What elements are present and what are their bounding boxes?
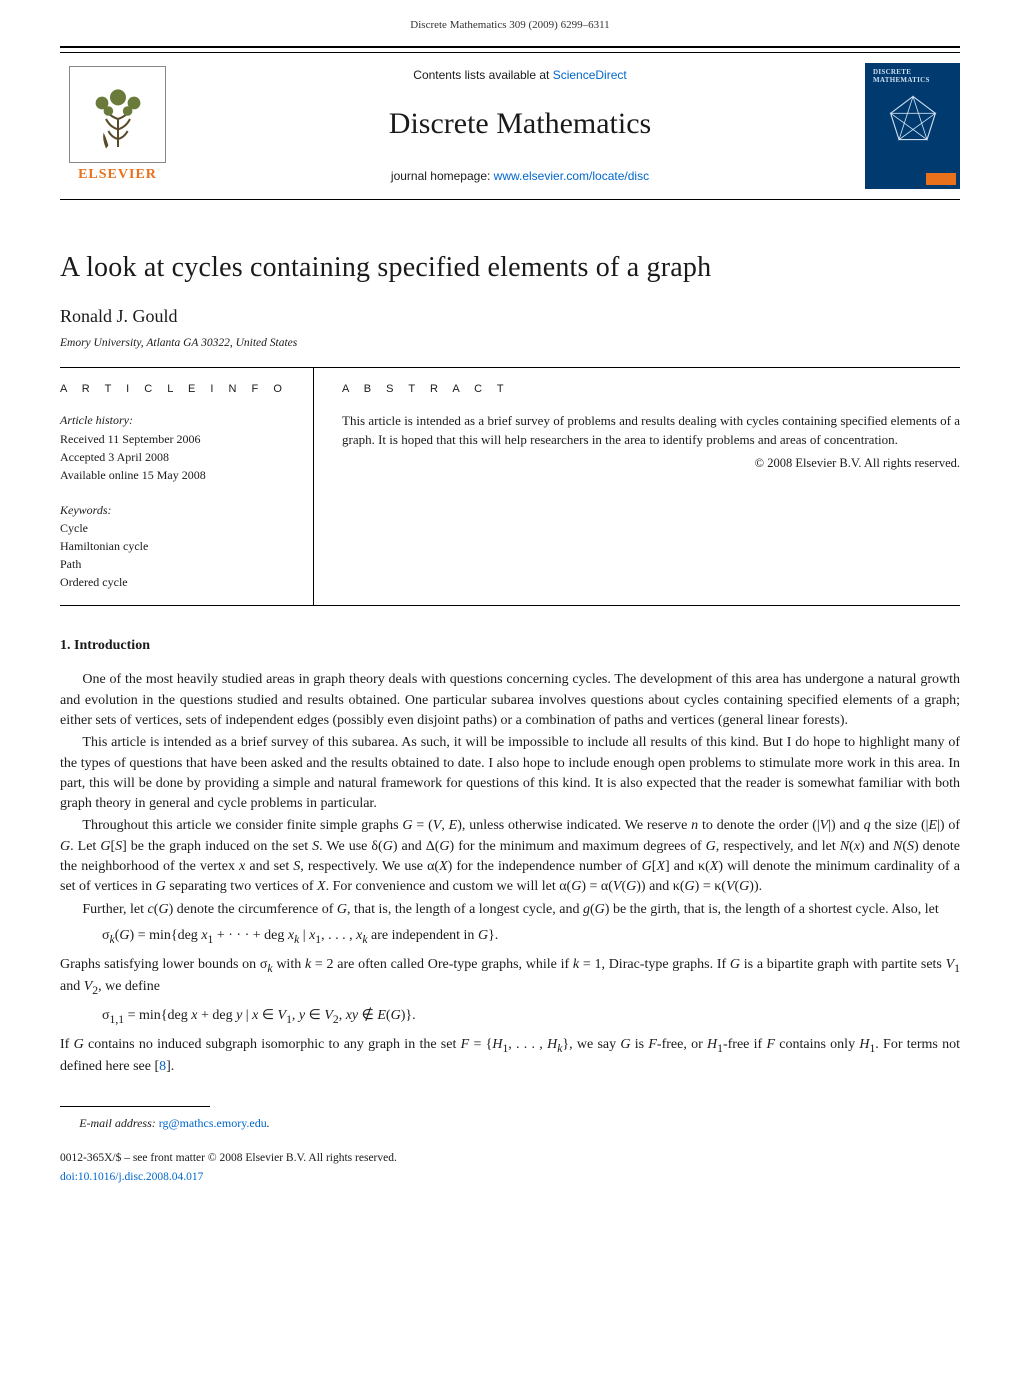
homepage-link[interactable]: www.elsevier.com/locate/disc	[494, 169, 649, 183]
pentagon-star-icon	[885, 92, 941, 148]
intro-paragraph-1: One of the most heavily studied areas in…	[60, 670, 960, 731]
legal-line: 0012-365X/$ – see front matter © 2008 El…	[60, 1150, 960, 1167]
article-info-column: A R T I C L E I N F O Article history: R…	[60, 368, 314, 605]
reference-link-8[interactable]: 8	[159, 1059, 166, 1074]
doi-link[interactable]: doi:10.1016/j.disc.2008.04.017	[60, 1171, 203, 1183]
footnote-rule	[60, 1106, 210, 1107]
homepage-line: journal homepage: www.elsevier.com/locat…	[175, 168, 865, 185]
received-date: Received 11 September 2006	[60, 430, 295, 448]
abstract-text: This article is intended as a brief surv…	[342, 412, 960, 450]
publisher-logo-block: ELSEVIER	[60, 66, 175, 185]
keyword-item: Ordered cycle	[60, 573, 295, 591]
email-label: E-mail address:	[79, 1116, 159, 1130]
cover-label: DISCRETE MATHEMATICS	[873, 69, 930, 84]
info-abstract-row: A R T I C L E I N F O Article history: R…	[60, 367, 960, 606]
email-suffix: .	[267, 1116, 270, 1130]
history-label: Article history:	[60, 412, 295, 429]
keyword-item: Cycle	[60, 519, 295, 537]
journal-title: Discrete Mathematics	[175, 102, 865, 146]
keywords-label: Keywords:	[60, 502, 295, 519]
intro-paragraph-3: Throughout this article we consider fini…	[60, 816, 960, 897]
article-info-label: A R T I C L E I N F O	[60, 382, 295, 398]
cover-label-line2: MATHEMATICS	[873, 76, 930, 84]
running-header: Discrete Mathematics 309 (2009) 6299–631…	[60, 0, 960, 46]
sciencedirect-line: Contents lists available at ScienceDirec…	[175, 67, 865, 84]
sciencedirect-link[interactable]: ScienceDirect	[553, 68, 627, 82]
keyword-item: Path	[60, 555, 295, 573]
intro-paragraph-6: If G contains no induced subgraph isomor…	[60, 1035, 960, 1078]
abstract-label: A B S T R A C T	[342, 382, 960, 398]
journal-cover-thumbnail: DISCRETE MATHEMATICS	[865, 63, 960, 189]
formula-sigma-11: σ1,1 = min{deg x + deg y | x ∈ V1, y ∈ V…	[102, 1006, 960, 1029]
intro-paragraph-4: Further, let c(G) denote the circumferen…	[60, 900, 960, 920]
homepage-prefix: journal homepage:	[391, 169, 494, 183]
author-affiliation: Emory University, Atlanta GA 30322, Unit…	[60, 335, 960, 352]
elsevier-tree-icon	[69, 66, 166, 163]
intro-heading: 1. Introduction	[60, 636, 960, 656]
top-double-rule	[60, 46, 960, 53]
intro-paragraph-2: This article is intended as a brief surv…	[60, 733, 960, 814]
abstract-copyright: © 2008 Elsevier B.V. All rights reserved…	[342, 454, 960, 472]
sciencedirect-prefix: Contents lists available at	[413, 68, 552, 82]
email-link[interactable]: rg@mathcs.emory.edu	[159, 1116, 267, 1130]
online-date: Available online 15 May 2008	[60, 466, 295, 484]
cover-accent-bar	[926, 173, 956, 185]
masthead-center: Contents lists available at ScienceDirec…	[175, 67, 865, 185]
author-name: Ronald J. Gould	[60, 303, 960, 329]
masthead: ELSEVIER Contents lists available at Sci…	[60, 53, 960, 200]
email-line: E-mail address: rg@mathcs.emory.edu.	[60, 1115, 960, 1132]
article-title: A look at cycles containing specified el…	[60, 248, 960, 289]
keyword-item: Hamiltonian cycle	[60, 537, 295, 555]
intro-paragraph-5: Graphs satisfying lower bounds on σk wit…	[60, 955, 960, 1000]
accepted-date: Accepted 3 April 2008	[60, 448, 295, 466]
publisher-name: ELSEVIER	[78, 165, 157, 185]
abstract-column: A B S T R A C T This article is intended…	[314, 368, 960, 605]
formula-sigma-k: σk(G) = min{deg x1 + · · · + deg xk | x1…	[102, 926, 960, 949]
